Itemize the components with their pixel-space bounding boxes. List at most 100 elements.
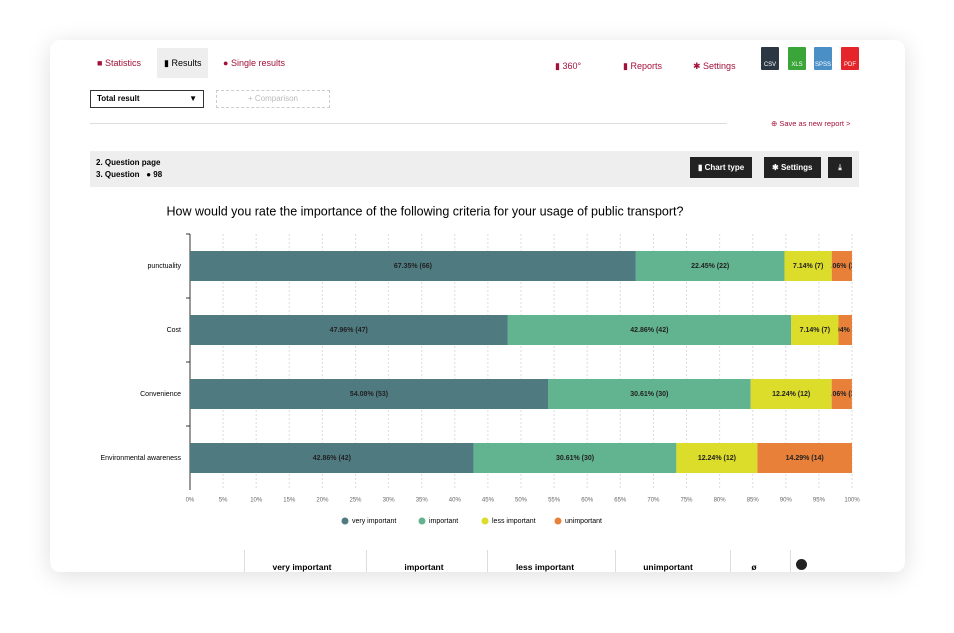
export-xls[interactable]: XLS xyxy=(788,47,806,70)
nav-settings[interactable]: ✱ Settings xyxy=(693,61,736,71)
bar xyxy=(831,379,852,409)
bar xyxy=(635,251,785,281)
x-tick-label: 25% xyxy=(349,498,362,504)
legend-label: very important xyxy=(352,518,396,525)
save-report[interactable]: ⊕ Save as new report > xyxy=(771,119,851,128)
table-header[interactable]: less important xyxy=(515,562,575,572)
col-sep xyxy=(615,550,616,572)
chart-title: How would you rate the importance of the… xyxy=(167,204,684,218)
tab-label[interactable]: Single results xyxy=(230,58,285,68)
segment: 22.45% (22) xyxy=(635,251,785,281)
y-tick-label: punctuality xyxy=(148,263,182,270)
table-header[interactable]: ø xyxy=(751,562,757,572)
download-button[interactable]: ⤓ xyxy=(828,157,852,178)
segment: 2.04% (2) xyxy=(830,315,860,345)
bar xyxy=(784,251,832,281)
segment: 3.06% (3) xyxy=(827,379,857,409)
chart-type-button[interactable]: ▮ Chart type xyxy=(690,157,753,178)
segment: 54.08% (53) xyxy=(190,379,549,409)
col-sep xyxy=(790,550,791,572)
tab-single[interactable]: ● Single results xyxy=(223,58,285,68)
nav-label[interactable]: 360° xyxy=(562,61,582,71)
segment: 47.96% (47) xyxy=(190,315,508,345)
col-sep xyxy=(487,550,488,572)
tab-label[interactable]: Results xyxy=(171,58,202,68)
segment: 7.14% (7) xyxy=(791,315,839,345)
nav-reports[interactable]: ▮ Reports xyxy=(623,61,662,71)
table-header[interactable]: important xyxy=(404,562,444,572)
value-label: 30.61% (30) xyxy=(556,455,594,462)
export-pdf[interactable]: PDF xyxy=(841,47,859,70)
export-csv[interactable]: CSV xyxy=(761,47,779,70)
value-label: 2.04% (2) xyxy=(830,327,860,334)
segment: 42.86% (42) xyxy=(190,443,474,473)
segment: 12.24% (12) xyxy=(750,379,832,409)
x-tick-label: 35% xyxy=(416,498,429,504)
comparison-label[interactable]: Comparison xyxy=(254,94,299,103)
tab-results[interactable]: ▮ Results xyxy=(157,48,209,78)
tab-label[interactable]: Statistics xyxy=(104,58,141,68)
button-label[interactable]: Chart type xyxy=(704,163,745,172)
value-label: 42.86% (42) xyxy=(630,327,668,334)
value-label: 22.45% (22) xyxy=(691,263,729,270)
x-tick-label: 80% xyxy=(714,498,727,504)
segment: 3.06% (3) xyxy=(831,251,852,281)
nav-360[interactable]: ▮ 360° xyxy=(555,61,582,71)
x-tick-label: 70% xyxy=(647,498,660,504)
export-spss[interactable]: SPSS xyxy=(814,47,832,70)
bar xyxy=(676,443,758,473)
legend-marker xyxy=(418,517,426,525)
legend-marker xyxy=(481,517,489,525)
settings-button[interactable]: ✱ Settings xyxy=(764,157,821,178)
bar xyxy=(548,379,751,409)
value-label: 12.24% (12) xyxy=(772,391,810,398)
caret: ▼ xyxy=(189,94,197,103)
button-label[interactable]: Settings xyxy=(780,163,813,172)
report-card: ■ Statistics ▮ Results ● Single results … xyxy=(50,40,905,572)
bar xyxy=(791,315,839,345)
value-label: 42.86% (42) xyxy=(313,455,351,462)
x-tick-label: 10% xyxy=(250,498,263,504)
save-label[interactable]: Save as new report > xyxy=(779,119,851,128)
legend-marker xyxy=(554,517,562,525)
table-header[interactable]: very important xyxy=(272,562,332,572)
help-icon[interactable] xyxy=(796,559,807,570)
segment: 14.29% (14) xyxy=(757,443,852,473)
question-label: 3. Question xyxy=(96,170,140,179)
y-tick-label: Convenience xyxy=(140,391,181,398)
x-tick-label: 55% xyxy=(548,498,561,504)
nav-label[interactable]: Reports xyxy=(630,61,662,71)
segment: 7.14% (7) xyxy=(784,251,832,281)
comparison-button[interactable]: + Comparison xyxy=(216,90,330,108)
divider xyxy=(90,123,727,124)
value-label: 7.14% (7) xyxy=(800,327,830,334)
x-tick-label: 40% xyxy=(449,498,462,504)
dropdown-label[interactable]: Total result xyxy=(97,94,140,103)
bar xyxy=(190,251,636,281)
x-tick-label: 20% xyxy=(316,498,329,504)
x-tick-label: 30% xyxy=(383,498,396,504)
value-label: 54.08% (53) xyxy=(350,391,388,398)
segment: 42.86% (42) xyxy=(507,315,792,345)
bar xyxy=(190,379,549,409)
table-header[interactable]: unimportant xyxy=(643,562,693,572)
legend-label: unimportant xyxy=(565,518,602,525)
col-sep xyxy=(730,550,731,572)
col-sep xyxy=(366,550,367,572)
x-tick-label: 0% xyxy=(186,498,195,504)
segment: 30.61% (30) xyxy=(548,379,751,409)
bar xyxy=(473,443,677,473)
segment: 67.35% (66) xyxy=(190,251,636,281)
value-label: 30.61% (30) xyxy=(630,391,668,398)
dropdown[interactable]: Total result ▼ xyxy=(90,90,204,108)
nav-label[interactable]: Settings xyxy=(703,61,736,71)
tab-statistics[interactable]: ■ Statistics xyxy=(97,58,141,68)
question-page: 2. Question page xyxy=(96,158,161,167)
x-tick-label: 50% xyxy=(515,498,528,504)
question-line: 3. Question ● 98 xyxy=(96,170,163,179)
col-sep xyxy=(244,550,245,572)
legend-label: important xyxy=(429,518,458,525)
value-label: 3.06% (3) xyxy=(827,391,857,398)
question-count: 98 xyxy=(153,170,163,179)
